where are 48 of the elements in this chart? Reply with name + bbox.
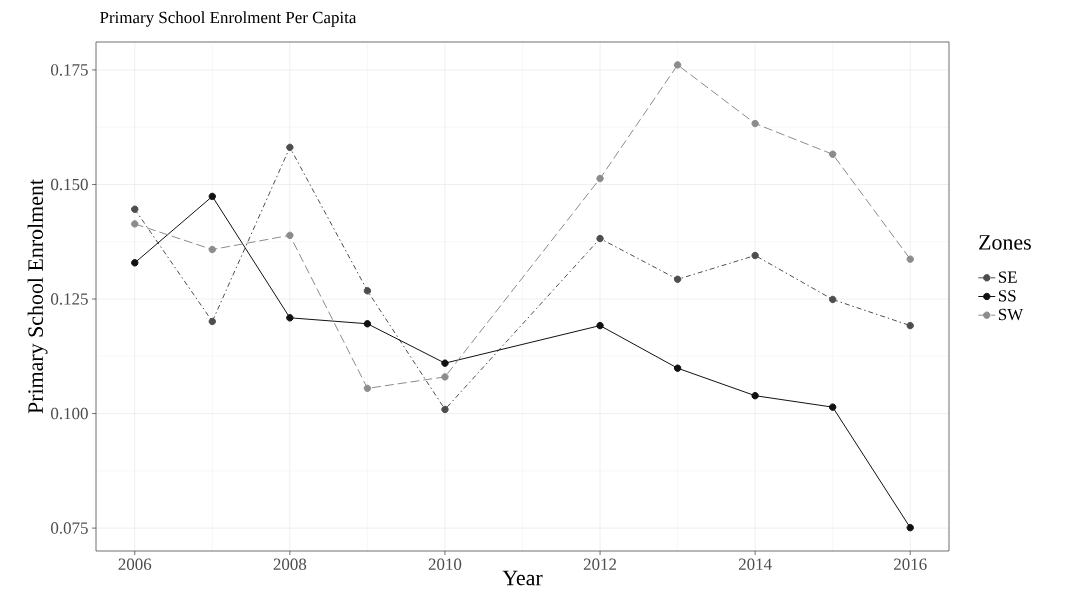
point (906, 255, 914, 263)
x-axis-title: Year (502, 570, 543, 586)
point (441, 359, 449, 367)
point (828, 403, 837, 411)
x-tick-label: 2006 (118, 558, 152, 570)
point (751, 119, 759, 128)
point (131, 259, 139, 267)
point (906, 523, 914, 532)
y-tick-label: 0.100 (51, 407, 88, 420)
legend-label: SW (998, 308, 1024, 321)
point (673, 275, 682, 284)
point (131, 205, 139, 213)
point (363, 287, 372, 295)
point (131, 220, 139, 228)
y-tick-label: 0.175 (51, 64, 88, 76)
point (596, 321, 604, 330)
point (751, 391, 759, 400)
y-tick-label: 0.150 (51, 178, 88, 191)
point (441, 373, 449, 381)
x-tick-label: 2008 (273, 558, 307, 570)
point (673, 364, 682, 372)
point (208, 317, 217, 326)
y-tick-label: 0.075 (51, 522, 88, 534)
legend-label: SS (998, 290, 1016, 302)
point (906, 321, 914, 330)
point (596, 234, 604, 243)
point (441, 405, 449, 414)
x-tick-label: 2014 (738, 558, 772, 570)
point (208, 192, 217, 201)
x-tick-label: 2016 (894, 558, 927, 570)
point (286, 143, 294, 152)
point (751, 251, 759, 260)
y-axis-title: Primary School Enrolment (27, 179, 48, 414)
point (828, 150, 837, 158)
point (596, 174, 604, 183)
point (673, 61, 682, 69)
point (363, 320, 372, 328)
y-tick-label: 0.125 (51, 293, 88, 305)
x-tick-label: 2012 (583, 558, 617, 570)
point (828, 295, 837, 304)
x-tick-label: 2010 (428, 558, 462, 570)
point (286, 314, 294, 322)
legend-label: SE (998, 271, 1017, 283)
chart-title: Primary School Enrolment Per Capita (100, 11, 357, 27)
legend-title: Zones (979, 235, 1031, 250)
point (363, 384, 372, 393)
point (208, 245, 217, 254)
point (286, 231, 294, 240)
